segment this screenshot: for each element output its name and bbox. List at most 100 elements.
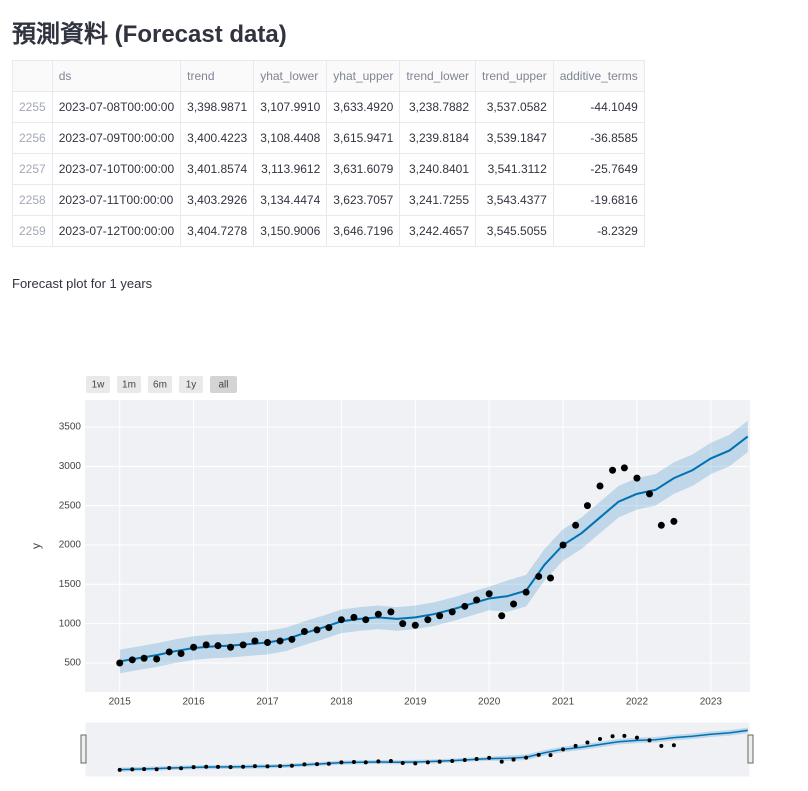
forecast-line (119, 435, 749, 663)
data-point (585, 740, 590, 745)
table-cell: 3,242.4657 (399, 215, 477, 247)
data-point (657, 521, 665, 529)
x-tick-label: 2022 (626, 697, 649, 708)
column-header (12, 60, 53, 92)
data-point (130, 767, 135, 772)
data-point (315, 762, 320, 767)
table-cell: 2023-07-09T00:00:00 (51, 122, 182, 154)
header-row: ds trend yhat_lower yhat_upper trend_lower tr… (12, 60, 645, 92)
table-row: 2259 2023-07-12T00:00:00 3,404.7278 3,150.9… (12, 215, 645, 247)
table-cell: 2258 (12, 184, 53, 216)
x-tick-label: 2023 (700, 697, 723, 708)
data-point (325, 624, 333, 632)
plot-area (85, 400, 750, 692)
data-point (276, 637, 284, 645)
range-button-bg[interactable] (148, 376, 172, 393)
column-header: ds (51, 60, 182, 92)
range-button[interactable]: 1y (186, 380, 197, 391)
data-point (561, 747, 566, 752)
data-point (252, 764, 257, 769)
x-tick-label: 2021 (552, 697, 575, 708)
data-point (671, 743, 676, 748)
range-button[interactable]: all (218, 380, 228, 391)
data-point (485, 590, 493, 598)
range-button-bg[interactable] (210, 376, 237, 393)
data-point (634, 735, 639, 740)
table-cell: 2255 (12, 91, 53, 123)
data-point (362, 616, 370, 624)
data-point (413, 761, 418, 766)
y-tick-label: 2500 (59, 500, 82, 511)
data-point (399, 620, 407, 628)
table-row: 2258 2023-07-11T00:00:00 3,403.2926 3,134.4… (12, 184, 645, 216)
table-cell: -8.2329 (552, 215, 645, 247)
table-row: 2256 2023-07-09T00:00:00 3,400.4223 3,108.4… (12, 122, 645, 154)
data-point (498, 612, 506, 620)
data-point (376, 759, 381, 764)
data-point (510, 600, 518, 608)
column-header: trend_lower (399, 60, 477, 92)
data-point (659, 743, 664, 748)
page-title: 預測資料 (Forecast data) (12, 21, 287, 48)
data-point (351, 759, 356, 764)
data-point (241, 764, 246, 769)
table-cell: 2023-07-12T00:00:00 (51, 215, 182, 247)
data-point (154, 767, 159, 772)
range-handle-right[interactable] (747, 734, 754, 764)
range-button[interactable]: 1m (122, 380, 136, 391)
data-point (474, 756, 479, 761)
column-header: yhat_lower (253, 60, 328, 92)
x-tick-label: 2015 (109, 697, 132, 708)
column-header: trend_upper (475, 60, 554, 92)
data-point (117, 767, 122, 772)
data-point (535, 572, 543, 580)
table-cell: -44.1049 (552, 91, 645, 123)
table-cell: -25.7649 (552, 153, 645, 185)
range-button[interactable]: 6m (153, 380, 167, 391)
data-point (596, 482, 604, 490)
data-point (610, 734, 615, 739)
data-point (425, 760, 430, 765)
range-handle-left[interactable] (80, 734, 87, 764)
data-point (388, 758, 393, 763)
uncertainty-band (119, 420, 748, 674)
data-point (177, 650, 185, 658)
range-button[interactable]: 1w (92, 380, 106, 391)
data-point (547, 574, 554, 582)
data-point (339, 760, 344, 765)
range-button-bg[interactable] (179, 376, 203, 393)
data-point (302, 762, 307, 767)
data-point (214, 642, 222, 650)
table-cell: 2023-07-08T00:00:00 (51, 91, 182, 123)
data-point (227, 643, 235, 651)
y-tick-label: 1500 (59, 579, 82, 590)
data-point (142, 767, 147, 772)
y-axis-label: y (29, 543, 43, 549)
data-point (437, 759, 442, 764)
table-row: 2257 2023-07-10T00:00:00 3,401.8574 3,113.9… (12, 153, 645, 185)
table-cell: 3,113.9612 (253, 153, 328, 185)
data-point (313, 626, 321, 634)
data-table: ds trend yhat_lower yhat_upper trend_lower tr… (12, 60, 645, 247)
x-tick-label: 2016 (182, 697, 205, 708)
data-point (487, 755, 492, 760)
data-point (622, 733, 627, 738)
data-point (633, 474, 641, 482)
data-point (289, 763, 294, 768)
table-cell: 2259 (12, 215, 53, 247)
x-tick-label: 2019 (404, 697, 427, 708)
data-point (559, 541, 567, 549)
data-point (337, 616, 345, 624)
table-cell: 3,239.8184 (399, 122, 477, 154)
x-tick-label: 2020 (478, 697, 501, 708)
range-button-bg[interactable] (117, 376, 141, 393)
data-point (461, 602, 469, 610)
range-button-bg[interactable] (86, 376, 110, 393)
data-point (448, 608, 456, 616)
data-point (350, 613, 358, 621)
data-point (326, 761, 331, 766)
data-point (140, 654, 148, 662)
table-cell: 3,238.7882 (399, 91, 477, 123)
